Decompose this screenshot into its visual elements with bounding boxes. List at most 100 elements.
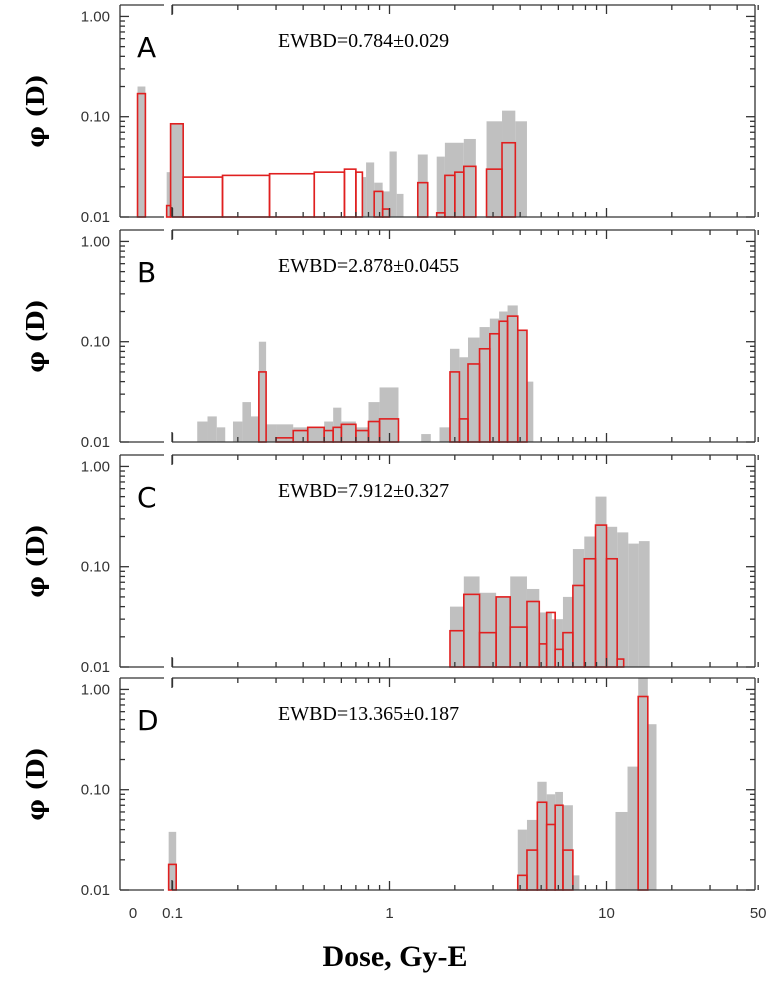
- y-tick-label-D-0: 0.01: [81, 882, 110, 899]
- gray-bar-D-10: [638, 678, 648, 890]
- y-tick-label-B-1: 0.10: [81, 334, 110, 351]
- gray-bar-C-4: [510, 576, 527, 667]
- gray-bar-C-11: [595, 496, 607, 667]
- red-bar-A-8: [355, 171, 364, 218]
- gray-bar-A-1: [166, 172, 171, 217]
- gray-bar-A-14: [502, 110, 516, 217]
- gray-bar-B-9: [293, 427, 308, 442]
- gray-bar-B-10: [307, 427, 325, 442]
- gray-bar-C-6: [539, 612, 552, 667]
- gray-bar-B-21: [467, 337, 480, 442]
- gray-bar-B-14: [355, 427, 369, 442]
- gray-bar-A-3: [362, 177, 367, 217]
- gray-bar-D-8: [615, 811, 628, 890]
- gray-bar-B-11: [324, 421, 334, 442]
- gray-bar-D-4: [546, 794, 556, 890]
- gray-bar-C-10: [584, 536, 596, 667]
- panel-letter-D: D: [137, 704, 159, 737]
- gray-bar-A-4: [366, 162, 375, 217]
- panels: 0.010.101.00φ (D)A EWBD=0.784±0.0290.010.…: [21, 4, 759, 899]
- panel-letter-A: A: [137, 31, 156, 64]
- panel-letter-B: B: [137, 256, 156, 289]
- y-axis-label-A: φ (D): [21, 74, 50, 148]
- panel-D: 0.01 0.10 1.00 φ (D) D EWBD=13.365±0.187: [21, 677, 759, 899]
- gray-bar-C-5: [526, 588, 540, 667]
- axes-D: [119, 677, 759, 891]
- gray-bar-D-5: [555, 791, 563, 890]
- gray-bar-C-0: [449, 606, 464, 667]
- gray-bar-B-26: [517, 330, 527, 442]
- gray-bar-D-3: [537, 781, 547, 890]
- axes-A: [119, 4, 759, 218]
- panel-C: 0.01 0.10 1.00 φ (D) C EWBD=7.912±0.327: [21, 454, 759, 676]
- gray-bar-B-0: [197, 421, 208, 442]
- gray-bar-B-24: [499, 311, 508, 442]
- ewbd-annotation-A: EWBD=0.784±0.029: [278, 30, 449, 52]
- gray-bar-B-22: [479, 327, 490, 442]
- y-tick-label-D-1: 0.10: [81, 782, 110, 799]
- red-bar-A-6: [313, 171, 346, 218]
- gray-bar-B-6: [258, 341, 267, 442]
- gray-bar-A-10: [436, 156, 445, 217]
- x-tick-label-3: 50: [750, 905, 767, 922]
- y-tick-label-D-2: 1.00: [81, 681, 110, 698]
- gray-bar-D-11: [647, 724, 657, 890]
- gray-bar-C-9: [572, 549, 585, 667]
- gray-bar-D-9: [627, 766, 639, 890]
- red-bar-A-3: [182, 176, 224, 218]
- y-tick-label-A-0: 0.01: [81, 209, 110, 226]
- gray-bar-C-7: [551, 619, 563, 667]
- ewbd-annotation-C: EWBD=7.912±0.327: [278, 480, 449, 502]
- axes-B: [119, 229, 759, 443]
- y-tick-label-C-0: 0.01: [81, 659, 110, 676]
- gray-bar-D-1: [517, 829, 527, 890]
- x-tick-label-1: 1: [385, 905, 393, 922]
- red-bar-A-7: [343, 168, 357, 218]
- x-axis-tick-labels: 0 0.1 1 10 50: [129, 905, 767, 922]
- ewbd-annotation-D: EWBD=13.365±0.187: [278, 703, 459, 725]
- gray-bar-A-0: [137, 86, 146, 217]
- y-tick-label-C-2: 1.00: [81, 458, 110, 475]
- panel-A: 0.01 0.10 1.00 φ (D) A EWBD=0.784±0.029: [21, 4, 759, 226]
- x-tick-label-zero: 0: [129, 905, 137, 922]
- gray-bar-A-6: [382, 191, 390, 217]
- gray-bar-B-17: [421, 434, 431, 442]
- gray-bar-C-2: [479, 592, 497, 667]
- gray-bar-D-2: [526, 819, 538, 890]
- gray-bar-C-3: [496, 596, 511, 667]
- x-axis-title: Dose, Gy-E: [323, 940, 468, 973]
- gray-bar-B-12: [333, 407, 342, 442]
- gray-bar-A-15: [515, 121, 527, 217]
- gray-bar-B-8: [276, 424, 294, 442]
- gray-bar-A-9: [417, 154, 428, 217]
- gray-bar-A-5: [374, 182, 383, 217]
- red-bar-A-5: [268, 172, 316, 218]
- gray-bar-B-7: [266, 424, 277, 442]
- gray-bar-B-5: [250, 416, 259, 442]
- gray-bar-A-7: [389, 151, 397, 217]
- y-tick-label-A-1: 0.10: [81, 109, 110, 126]
- gray-bar-B-13: [341, 421, 356, 442]
- y-axis-label-B: φ (D): [21, 299, 50, 373]
- gray-bar-A-8: [396, 193, 404, 217]
- panel-letter-C: C: [137, 481, 157, 514]
- y-axis-label-C: φ (D): [21, 524, 50, 598]
- ewbd-annotation-B: EWBD=2.878±0.0455: [278, 255, 459, 277]
- x-tick-label-0: 0.1: [162, 905, 183, 922]
- red-bar-A-4: [221, 174, 271, 218]
- gray-bar-B-3: [232, 421, 243, 442]
- gray-bar-B-4: [242, 402, 251, 442]
- gray-bar-B-16: [379, 387, 399, 442]
- gray-bar-B-25: [507, 305, 518, 442]
- gray-bar-A-2: [170, 123, 184, 217]
- gray-bar-B-27: [526, 381, 534, 442]
- y-tick-label-A-2: 1.00: [81, 8, 110, 25]
- y-tick-label-B-0: 0.01: [81, 434, 110, 451]
- gray-bar-D-7: [572, 875, 580, 890]
- y-axis-label-D: φ (D): [21, 747, 50, 821]
- gray-bar-C-12: [606, 526, 618, 667]
- gray-bar-C-15: [638, 541, 650, 667]
- gray-bar-B-23: [489, 318, 500, 442]
- gray-bar-D-6: [562, 805, 573, 890]
